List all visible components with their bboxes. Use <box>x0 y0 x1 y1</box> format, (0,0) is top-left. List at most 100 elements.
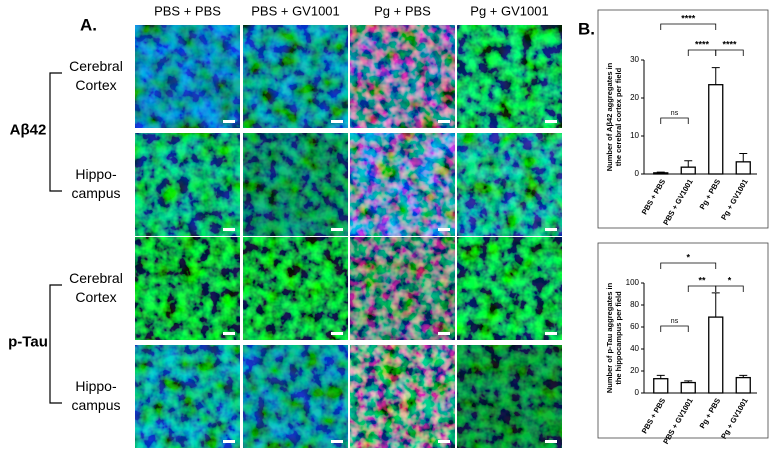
significance-bracket <box>660 325 689 332</box>
x-tick-label: Pg + PBS <box>698 396 723 430</box>
y-axis-label: Number of Aβ42 aggregates in <box>605 62 614 171</box>
y-tick-label: 80 <box>630 300 639 309</box>
y-axis-label: the cerebral cortex per field <box>614 67 623 166</box>
micrograph-stain <box>350 25 455 128</box>
y-tick-label: 40 <box>630 344 639 353</box>
micrograph-stain <box>350 133 455 236</box>
scale-bar <box>545 332 557 335</box>
row-label: Hippo- <box>75 166 117 182</box>
significance-label: ns <box>671 318 679 325</box>
bar <box>735 376 751 394</box>
group-bracket <box>49 284 62 404</box>
significance-label: **** <box>695 39 710 49</box>
micrograph-stain <box>457 25 562 128</box>
micrograph-stain <box>135 25 240 128</box>
row-label: campus <box>71 185 120 201</box>
micrograph-stain <box>457 345 562 448</box>
row-label: Hippo- <box>75 378 117 394</box>
micrograph <box>457 345 562 448</box>
micrograph-stain <box>350 345 455 448</box>
bar <box>735 161 751 175</box>
row-label: campus <box>71 397 120 413</box>
scale-bar <box>438 440 450 443</box>
row-label: Cerebral <box>69 58 123 74</box>
error-bar <box>711 67 720 85</box>
significance-bracket <box>687 49 717 56</box>
bar <box>708 316 724 394</box>
micrograph <box>243 345 348 448</box>
micrograph <box>457 25 562 128</box>
scale-bar <box>331 440 343 443</box>
y-tick-label: 10 <box>630 131 639 140</box>
scale-bar <box>223 332 235 335</box>
group-label: p-Tau <box>8 333 48 350</box>
row-label: Cortex <box>75 289 116 305</box>
row-label: Cerebral <box>69 270 123 286</box>
significance-bracket <box>660 262 717 269</box>
error-bar <box>684 160 693 168</box>
scale-bar <box>438 228 450 231</box>
significance-bracket <box>660 117 689 124</box>
micrograph <box>350 345 455 448</box>
scale-bar <box>223 440 235 443</box>
group-label: Aβ42 <box>10 121 47 138</box>
column-header: Pg + PBS <box>374 3 431 18</box>
scale-bar <box>331 120 343 123</box>
micrograph-stain <box>243 237 348 340</box>
micrograph <box>457 237 562 340</box>
scale-bar <box>438 332 450 335</box>
bar <box>680 381 696 394</box>
scale-bar <box>545 120 557 123</box>
micrograph <box>243 237 348 340</box>
scale-bar <box>438 120 450 123</box>
bar <box>680 166 696 175</box>
x-tick-label: Pg + GV1001 <box>719 177 750 221</box>
y-tick-label: 30 <box>630 55 639 64</box>
x-tick-label: PBS + GV1001 <box>661 177 695 226</box>
micrograph <box>350 237 455 340</box>
chart-frame <box>597 9 769 229</box>
panel-label: A. <box>80 15 97 34</box>
bar <box>653 378 669 394</box>
micrograph-stain <box>243 133 348 236</box>
error-bar <box>656 171 665 173</box>
micrograph <box>135 345 240 448</box>
y-tick-label: 100 <box>626 278 640 287</box>
x-tick-label: Pg + GV1001 <box>719 396 750 440</box>
y-tick-label: 0 <box>635 169 640 178</box>
significance-label: ns <box>671 110 679 117</box>
x-tick-label: PBS + PBS <box>640 396 667 435</box>
micrograph <box>243 133 348 236</box>
panel-label: B. <box>578 19 595 38</box>
error-bar <box>711 292 720 318</box>
y-tick-label: 0 <box>635 388 640 397</box>
bar <box>708 84 724 175</box>
significance-label: ** <box>698 275 706 285</box>
column-header: Pg + GV1001 <box>470 3 548 18</box>
chart-frame <box>597 242 769 439</box>
y-tick-label: 20 <box>630 366 639 375</box>
significance-bracket <box>715 49 744 56</box>
column-header: PBS + GV1001 <box>251 3 340 18</box>
group-bracket <box>49 72 62 192</box>
bar <box>653 172 669 175</box>
micrograph-stain <box>243 25 348 128</box>
y-axis-label: the hippocampus per field <box>614 291 623 385</box>
micrograph <box>350 25 455 128</box>
micrograph-stain <box>350 237 455 340</box>
micrograph <box>243 25 348 128</box>
error-bar <box>656 374 665 379</box>
micrograph <box>350 133 455 236</box>
significance-label: * <box>686 252 690 262</box>
significance-bracket <box>687 285 717 292</box>
error-bar <box>739 374 748 378</box>
error-bar <box>684 380 693 383</box>
significance-label: * <box>728 275 732 285</box>
y-tick-label: 60 <box>630 322 639 331</box>
scale-bar <box>545 440 557 443</box>
row-label: Cortex <box>75 77 116 93</box>
x-tick-label: PBS + PBS <box>640 177 667 216</box>
error-bar <box>739 152 748 162</box>
scale-bar <box>331 332 343 335</box>
x-tick-label: Pg + PBS <box>698 177 723 211</box>
